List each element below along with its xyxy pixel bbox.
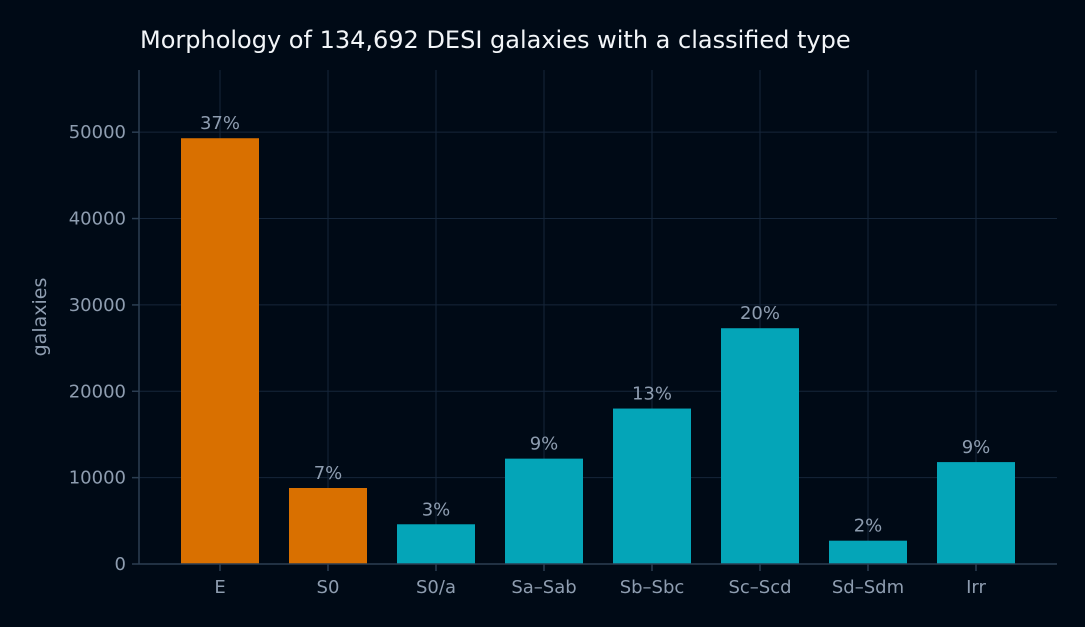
- gridlines: [139, 70, 1057, 564]
- bar: [613, 408, 691, 564]
- x-tick-label: Sc–Scd: [728, 577, 791, 598]
- y-tick-label: 40000: [69, 209, 126, 230]
- data-label: 20%: [740, 303, 780, 324]
- data-label: 3%: [422, 499, 451, 520]
- bar: [397, 524, 475, 564]
- data-label: 2%: [854, 516, 883, 537]
- bar: [829, 540, 907, 564]
- x-tick-label: E: [214, 577, 225, 598]
- bars: [181, 138, 1015, 564]
- y-tick-label: 20000: [69, 381, 126, 402]
- x-tick-label: Sb–Sbc: [620, 577, 685, 598]
- x-tick-label: Sa–Sab: [511, 577, 576, 598]
- data-label: 7%: [314, 463, 343, 484]
- y-tick-label: 30000: [69, 295, 126, 316]
- chart-title: Morphology of 134,692 DESI galaxies with…: [140, 26, 851, 54]
- bar: [289, 488, 367, 564]
- x-tick-label: S0/a: [416, 577, 456, 598]
- data-label: 9%: [962, 437, 991, 458]
- x-tick-label: S0: [317, 577, 340, 598]
- x-tick-label: Irr: [966, 577, 986, 598]
- labels: 0 10000 20000 30000 40000 50000 37% E 7% S0 3% S0/a…: [69, 113, 991, 598]
- data-label: 13%: [632, 384, 672, 405]
- bar: [181, 138, 259, 564]
- x-tick-label: Sd–Sdm: [832, 577, 904, 598]
- data-label: 37%: [200, 113, 240, 134]
- y-tick-label: 50000: [69, 122, 126, 143]
- data-label: 9%: [530, 434, 559, 455]
- axes: [132, 70, 1057, 571]
- bar: [505, 458, 583, 564]
- y-tick-label: 10000: [69, 468, 126, 489]
- bar: [937, 462, 1015, 564]
- y-axis-label: galaxies: [29, 278, 51, 357]
- y-tick-label: 0: [115, 554, 126, 575]
- bar: [721, 328, 799, 564]
